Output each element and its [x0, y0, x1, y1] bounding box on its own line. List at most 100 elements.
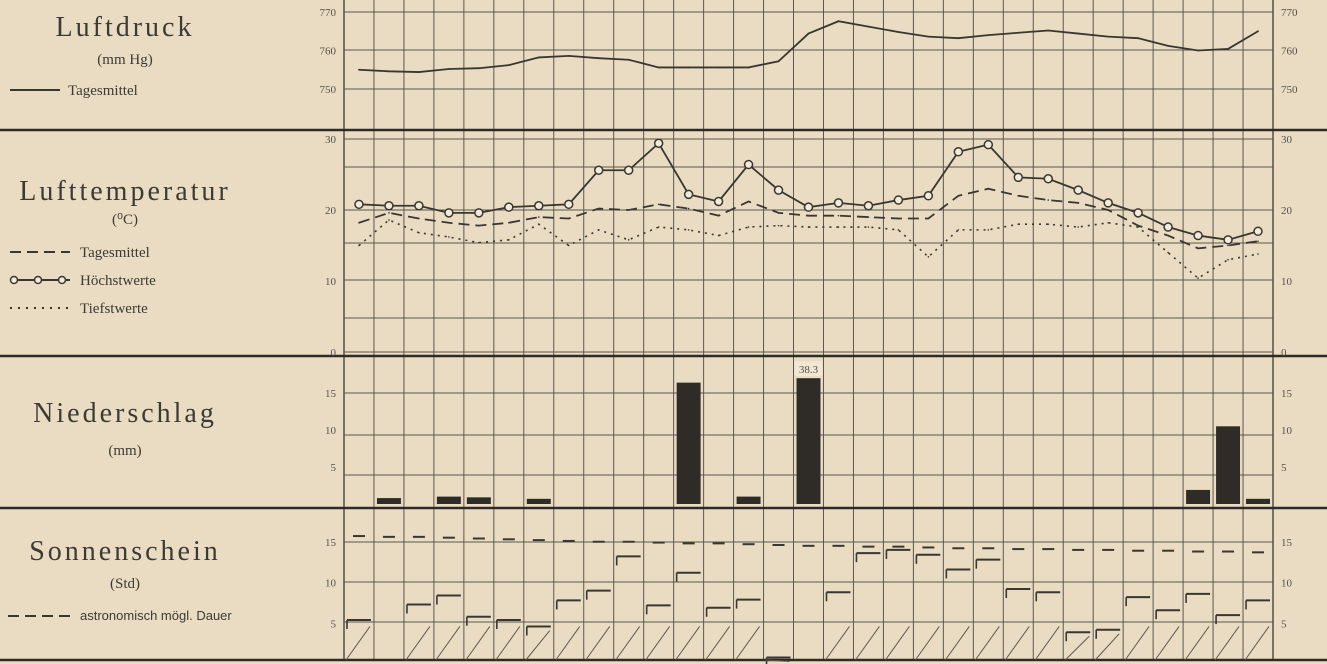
temperature-dashed-point: [837, 214, 840, 217]
legend-label: Tiefstwerte: [80, 301, 148, 317]
temperature-dotted-point: [1107, 221, 1109, 224]
sunshine-bar-hatch: [555, 626, 581, 661]
y-tick-label-left: 10: [325, 578, 337, 590]
sunshine-bar-hatch: [1094, 633, 1120, 661]
temperature-max-point: [923, 191, 934, 201]
sunshine-bar-hatch: [495, 626, 521, 661]
pressure-point: [507, 64, 510, 67]
temperature-max-point: [444, 208, 454, 218]
temperature-dashed-point: [1047, 199, 1050, 201]
pressure-point: [1017, 31, 1020, 34]
temperature-dotted-point: [508, 239, 510, 241]
pressure-point: [747, 66, 750, 69]
legend-marker: [9, 275, 19, 285]
temperature-dotted-point: [1077, 226, 1080, 228]
temperature-dotted-point: [478, 241, 480, 244]
temperature-dotted-point: [687, 229, 690, 231]
temperature-dashed-point: [1257, 240, 1259, 243]
labels-layer: 770 770 760 760 750 750 30 30 20 20 10 10 0 0 15 15 10 10…: [8, 7, 1298, 630]
sunshine-bar-hatch: [585, 626, 611, 661]
temperature-dotted-point: [1227, 258, 1229, 261]
sunshine-bar-hatch: [615, 626, 641, 661]
pressure-point: [987, 34, 990, 36]
temperature-dotted-point: [807, 226, 810, 228]
temperature-dotted-point: [1017, 223, 1020, 225]
pressure-point: [1197, 49, 1199, 52]
temperature-dotted-point: [1047, 223, 1050, 225]
temperature-dashed-point: [687, 207, 690, 210]
precipitation-bar: [376, 498, 401, 504]
sunshine-bar-hatch: [765, 659, 790, 662]
temperature-dotted-point: [987, 229, 990, 231]
temperature-dashed-point: [1137, 224, 1139, 227]
pressure-point: [477, 67, 480, 70]
sunshine-bar-hatch: [645, 626, 671, 661]
y-tick-label-right: 5: [1281, 618, 1287, 630]
y-tick-label-left: 0: [331, 347, 337, 359]
temperature-dashed-point: [1197, 247, 1199, 250]
temperature-max-point: [803, 202, 814, 212]
temperature-dashed-point: [1227, 244, 1229, 247]
y-tick-label-right: 30: [1281, 134, 1293, 146]
pressure-point: [1137, 37, 1140, 40]
pressure-point: [1167, 44, 1170, 47]
y-tick-label-left: 750: [320, 84, 337, 96]
y-tick-label-left: 760: [320, 46, 337, 58]
sunshine-bar-hatch: [1244, 626, 1270, 661]
sunshine-bar-hatch: [944, 626, 970, 661]
temperature-dashed-point: [1107, 209, 1109, 211]
temperature-dotted-point: [837, 226, 840, 228]
temperature-max-point: [653, 138, 664, 149]
temperature-max-point: [683, 189, 694, 200]
temperature-max-point: [1163, 222, 1173, 232]
precipitation-bar: [796, 378, 821, 504]
pressure-point: [418, 71, 420, 73]
pressure-point: [927, 35, 930, 38]
panel-title: Niederschlag: [33, 398, 217, 429]
temperature-max-point: [1133, 208, 1143, 218]
pressure-point: [837, 20, 840, 23]
temperature-max-point: [1043, 174, 1053, 184]
temperature-dotted-point: [1197, 277, 1199, 279]
temperature-dotted-point: [747, 226, 750, 228]
temperature-dotted-point: [597, 229, 600, 231]
panel-title: Luftdruck: [56, 12, 195, 43]
temperature-dashed-point: [567, 217, 570, 220]
temperature-dotted-point: [627, 239, 630, 241]
temperature-dashed-point: [747, 200, 750, 203]
temperature-max-point: [743, 159, 754, 170]
temperature-max-point: [1103, 198, 1113, 208]
temperature-dashed-point: [448, 221, 450, 224]
sunshine-bar-hatch: [1154, 626, 1180, 661]
legend-label: Tagesmittel: [68, 83, 138, 99]
sunshine-bar-hatch: [435, 626, 461, 661]
y-tick-label-left: 10: [325, 425, 337, 437]
pressure-point: [597, 57, 600, 60]
temperature-dashed-point: [478, 224, 480, 227]
pressure-point: [388, 70, 390, 73]
sunshine-bar-hatch: [675, 626, 701, 661]
temperature-dotted-point: [1257, 253, 1259, 255]
temperature-max-point: [564, 199, 574, 210]
pressure-point: [867, 25, 870, 28]
temperature-dotted-point: [897, 229, 900, 231]
temperature-max-point: [504, 202, 514, 212]
legend-label: Tagesmittel: [80, 245, 150, 261]
panel-unit: (⁰C): [112, 212, 138, 228]
sunshine-bar-hatch: [1004, 626, 1030, 661]
y-tick-label-right: 15: [1281, 537, 1293, 549]
temperature-max-point: [863, 200, 874, 211]
pressure-point: [567, 54, 570, 57]
sunshine-bar-hatch: [855, 626, 880, 661]
temperature-max-point: [953, 147, 964, 157]
temperature-dashed-point: [717, 214, 720, 217]
panel-unit: (Std): [110, 576, 140, 592]
y-tick-label-right: 760: [1281, 46, 1298, 58]
y-tick-label-left: 15: [325, 537, 337, 549]
y-tick-label-left: 5: [331, 462, 337, 474]
y-tick-label-right: 20: [1281, 205, 1293, 217]
panel-title: Lufttemperatur: [19, 176, 230, 207]
panel-title: Sonnenschein: [29, 536, 221, 567]
sunshine-bar-hatch: [974, 626, 1000, 661]
